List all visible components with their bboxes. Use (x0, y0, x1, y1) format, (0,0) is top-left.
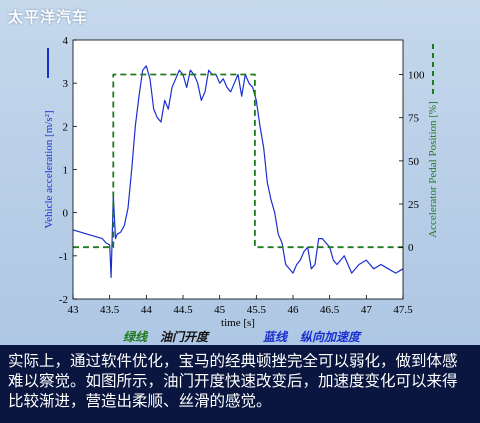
y-tick-label-left: -2 (59, 294, 68, 306)
y-axis-label-left: Vehicle acceleration [m/s²] (43, 110, 55, 228)
chart-panel: 太平洋汽车 43 43.5 44 44.5 45 45.5 46 46.5 47 47.5 -2 -1… (8, 8, 439, 344)
y-tick-label-left: -1 (59, 251, 68, 263)
y-tick-label-right: 75 (408, 113, 420, 125)
acceleration-line (72, 65, 404, 278)
x-tick-label: 46.5 (320, 304, 340, 316)
x-tick-label: 46 (288, 304, 300, 316)
y-tick-label-left: 2 (63, 121, 69, 133)
y-tick-label-left: 3 (63, 78, 69, 90)
acceleration-pedal-chart: 43 43.5 44 44.5 45 45.5 46 46.5 47 47.5 -2 -1 0 1 2 3 4 0… (43, 35, 439, 344)
y-tick-label-left: 1 (63, 165, 69, 177)
legend-blue-label: 蓝线 (263, 330, 289, 344)
y-tick-label-right: 50 (408, 156, 420, 168)
x-tick-label: 44.5 (173, 304, 193, 316)
y-tick-label-left: 0 (63, 208, 69, 220)
x-axis-label: time [s] (221, 317, 255, 329)
x-tick-label: 43 (68, 304, 80, 316)
series-layer (72, 65, 404, 278)
x-tick-label: 43.5 (100, 304, 120, 316)
x-tick-label: 44 (141, 304, 153, 316)
legend-green-label: 绿线 (123, 330, 149, 344)
ticks: 43 43.5 44 44.5 45 45.5 46 46.5 47 47.5 -2 -1 0 1 2 3 4 0… (59, 35, 425, 316)
y-tick-label-left: 4 (63, 35, 69, 47)
watermark-logo: 太平洋汽车 (8, 8, 89, 26)
x-tick-label: 47 (361, 304, 373, 316)
y-tick-label-right: 100 (408, 70, 425, 82)
plot-area (73, 40, 403, 299)
legend-green-desc: 油门开度 (160, 330, 210, 344)
x-tick-label: 47.5 (393, 304, 413, 316)
legend-blue-desc: 纵向加速度 (300, 330, 362, 344)
caption-text: 实际上，通过软件优化，宝马的经典顿挫完全可以弱化，做到体感难以察觉。如图所示，油… (8, 352, 458, 410)
caption-box: 实际上，通过软件优化，宝马的经典顿挫完全可以弱化，做到体感难以察觉。如图所示，油… (0, 345, 480, 423)
y-tick-label-right: 0 (408, 242, 414, 254)
x-tick-label: 45 (214, 304, 226, 316)
y-tick-label-right: 25 (408, 199, 420, 211)
pedal-position-line (73, 73, 403, 249)
x-tick-label: 45.5 (247, 304, 267, 316)
y-axis-label-right: Accelerator Pedal Position [%] (427, 101, 439, 238)
